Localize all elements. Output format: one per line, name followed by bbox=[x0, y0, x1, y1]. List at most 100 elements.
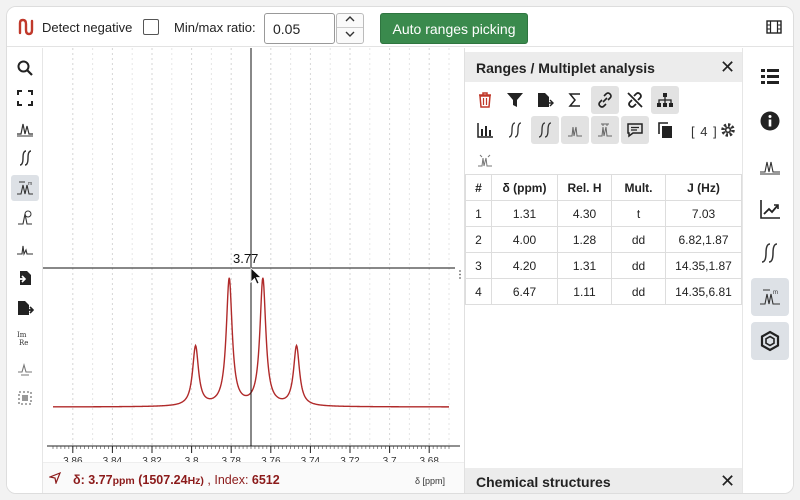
structure-icon[interactable] bbox=[751, 322, 789, 360]
crosshair-label: 3.77 bbox=[233, 251, 258, 266]
sum-icon[interactable] bbox=[561, 86, 589, 114]
copy-icon[interactable] bbox=[651, 116, 679, 144]
link-icon[interactable] bbox=[591, 86, 619, 114]
close-icon[interactable]: ✕ bbox=[720, 57, 736, 77]
hierarchy-icon[interactable] bbox=[651, 86, 679, 114]
chemical-structures-header[interactable]: Chemical structures ✕ bbox=[465, 468, 742, 493]
peak-picking-icon[interactable] bbox=[11, 115, 39, 141]
spectrum-chart[interactable]: 3.86 3.84 3.82 3.8 3.78 3.76 3.74 3.72 3.7 3.68 3.… bbox=[43, 48, 464, 462]
mult-cell[interactable]: t bbox=[611, 200, 666, 227]
select-region-icon[interactable] bbox=[11, 385, 39, 411]
hz-unit: Hz) bbox=[187, 475, 204, 487]
table-row[interactable]: 1 1.31 4.30 t 7.03 bbox=[465, 200, 742, 227]
chevron-up-icon[interactable] bbox=[337, 14, 363, 28]
column-header[interactable]: Rel. H bbox=[557, 174, 612, 201]
tick-label: 3.78 bbox=[221, 456, 241, 462]
integrals-icon[interactable] bbox=[751, 234, 789, 272]
j-cell[interactable]: 6.82,1.87 bbox=[665, 226, 742, 253]
fit-icon[interactable] bbox=[11, 85, 39, 111]
ranges-table: # δ (ppm) Rel. H Mult. J (Hz) 1 1.31 4.3… bbox=[465, 174, 742, 305]
peaks-icon[interactable] bbox=[751, 146, 789, 184]
table-row[interactable]: 2 4.00 1.28 dd 6.82,1.87 bbox=[465, 226, 742, 253]
chevron-down-icon[interactable] bbox=[337, 29, 363, 43]
zoom-icon[interactable] bbox=[11, 55, 39, 81]
baseline-correction-icon[interactable] bbox=[11, 235, 39, 261]
j-cell[interactable]: 14.35,6.81 bbox=[665, 278, 742, 305]
ratio-stepper[interactable] bbox=[336, 13, 364, 44]
panel-splitter[interactable] bbox=[464, 48, 465, 493]
tick-label: 3.76 bbox=[261, 456, 281, 462]
delta-cell[interactable]: 1.31 bbox=[491, 200, 558, 227]
delta-cell[interactable]: 6.47 bbox=[491, 278, 558, 305]
bar-chart-icon[interactable] bbox=[471, 116, 499, 144]
panel-title: Ranges / Multiplet analysis bbox=[476, 60, 655, 76]
detect-negative-label: Detect negative bbox=[42, 20, 133, 35]
ranges-panel: Ranges / Multiplet analysis ✕ bbox=[465, 48, 742, 493]
top-toolbar: Detect negative Min/max ratio: Auto rang… bbox=[7, 7, 793, 47]
integral-icon[interactable] bbox=[11, 145, 39, 171]
auto-ranges-picking-button[interactable]: Auto ranges picking bbox=[380, 13, 528, 44]
phase-correction-icon[interactable] bbox=[11, 205, 39, 231]
info-icon[interactable] bbox=[751, 102, 789, 140]
ranges-count: [ 4 ] bbox=[691, 124, 718, 139]
tick-label: 3.8 bbox=[185, 456, 199, 462]
j-cell[interactable]: 14.35,1.87 bbox=[665, 252, 742, 279]
ranges-icon[interactable]: m bbox=[751, 278, 789, 316]
svg-text:Im: Im bbox=[17, 331, 27, 339]
multiplet-icon[interactable] bbox=[11, 355, 39, 381]
column-header[interactable]: δ (ppm) bbox=[491, 174, 558, 201]
rel-h-cell[interactable]: 1.31 bbox=[557, 252, 612, 279]
column-header[interactable]: # bbox=[465, 174, 492, 201]
spectra-list-icon[interactable] bbox=[751, 58, 789, 96]
spectrum-plot[interactable]: 3.86 3.84 3.82 3.8 3.78 3.76 3.74 3.72 3.7 3.68 3.… bbox=[43, 48, 464, 462]
unlink-icon[interactable] bbox=[621, 86, 649, 114]
delta-cell[interactable]: 4.20 bbox=[491, 252, 558, 279]
svg-text:m: m bbox=[773, 290, 778, 296]
multiplet-analysis-icon[interactable] bbox=[471, 146, 499, 174]
rel-h-cell[interactable]: 1.28 bbox=[557, 226, 612, 253]
comment-icon[interactable] bbox=[621, 116, 649, 144]
integral-sum-icon[interactable] bbox=[531, 116, 559, 144]
tick-label: 3.7 bbox=[383, 456, 397, 462]
trash-icon[interactable] bbox=[471, 86, 499, 114]
export-icon[interactable] bbox=[11, 295, 39, 321]
rel-h-cell[interactable]: 1.11 bbox=[557, 278, 612, 305]
filter-icon[interactable] bbox=[501, 86, 529, 114]
tick-label: 3.84 bbox=[103, 456, 123, 462]
row-index: 2 bbox=[465, 226, 492, 253]
close-icon[interactable]: ✕ bbox=[720, 471, 736, 491]
min-max-ratio-input[interactable] bbox=[264, 13, 335, 44]
trend-icon[interactable] bbox=[751, 190, 789, 228]
column-header[interactable]: Mult. bbox=[611, 174, 666, 201]
mult-cell[interactable]: dd bbox=[611, 252, 666, 279]
table-row[interactable]: 4 6.47 1.11 dd 14.35,6.81 bbox=[465, 278, 742, 305]
export-ranges-icon[interactable] bbox=[531, 86, 559, 114]
table-row[interactable]: 3 4.20 1.31 dd 14.35,1.87 bbox=[465, 252, 742, 279]
column-header[interactable]: J (Hz) bbox=[665, 174, 742, 201]
multiplet-view-icon[interactable] bbox=[561, 116, 589, 144]
ranges-panel-header: Ranges / Multiplet analysis ✕ bbox=[465, 52, 742, 82]
delta-label: δ: bbox=[73, 473, 85, 487]
index-value: 6512 bbox=[251, 473, 280, 487]
rel-h-cell[interactable]: 4.30 bbox=[557, 200, 612, 227]
real-imaginary-icon[interactable]: Im Re bbox=[11, 325, 39, 351]
delta-cell[interactable]: 4.00 bbox=[491, 226, 558, 253]
chemical-structures-title: Chemical structures bbox=[476, 474, 611, 490]
tick-label: 3.74 bbox=[301, 456, 321, 462]
resize-handle-icon bbox=[459, 270, 461, 272]
status-bar: δ: 3.77ppm (1507.24Hz) , Index: 6512 δ [… bbox=[43, 462, 464, 493]
right-panel-bar: m bbox=[742, 48, 793, 493]
import-icon[interactable] bbox=[11, 265, 39, 291]
mult-cell[interactable]: dd bbox=[611, 226, 666, 253]
integral-toggle-icon[interactable] bbox=[501, 116, 529, 144]
multiplet-tree-icon[interactable] bbox=[591, 116, 619, 144]
ranges-picking-icon[interactable]: m bbox=[11, 175, 39, 201]
svg-text:m: m bbox=[28, 181, 32, 187]
filmstrip-icon[interactable] bbox=[766, 20, 782, 34]
cursor-arrow-icon bbox=[47, 471, 62, 487]
mult-cell[interactable]: dd bbox=[611, 278, 666, 305]
detect-negative-checkbox[interactable] bbox=[143, 19, 159, 35]
j-cell[interactable]: 7.03 bbox=[665, 200, 742, 227]
settings-gear-icon[interactable] bbox=[717, 116, 739, 144]
resize-handle-icon bbox=[459, 273, 461, 276]
